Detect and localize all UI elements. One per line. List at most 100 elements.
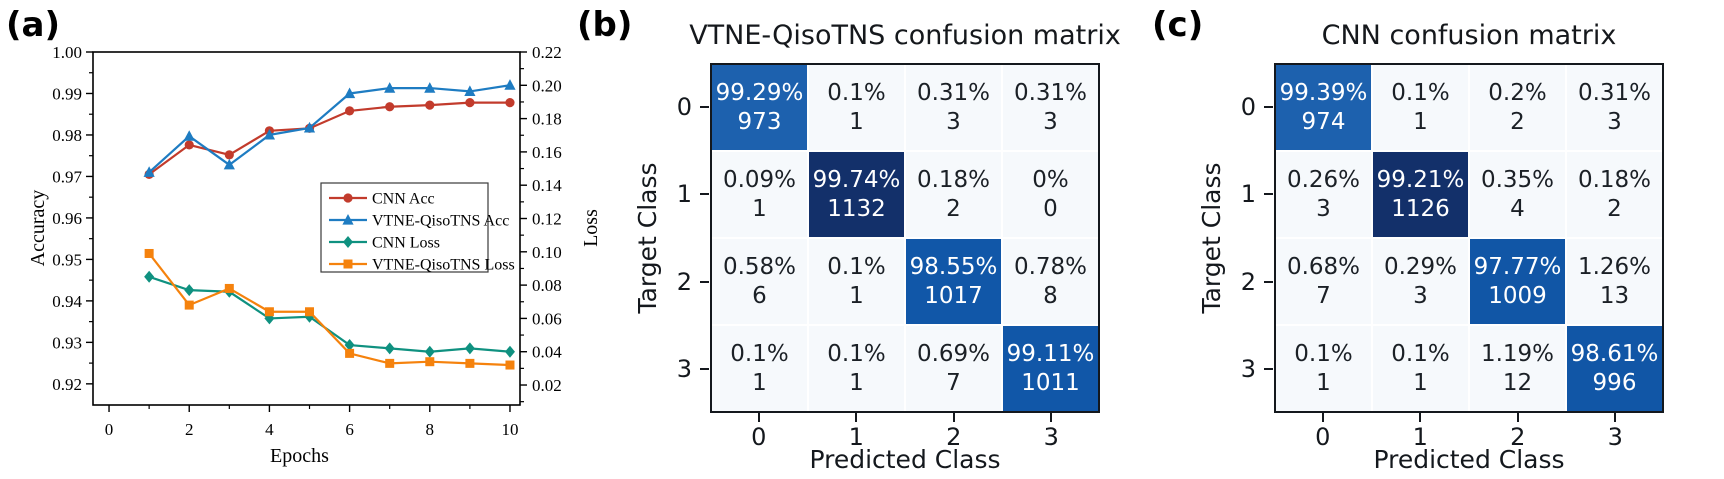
cell-count: 0 [1043,195,1058,222]
y-tick-mark [1264,105,1273,108]
cell-count: 996 [1592,369,1637,396]
y-tick-label: 3 [1240,355,1256,384]
svg-text:0.96: 0.96 [52,209,82,228]
cell-count: 1 [752,195,767,222]
matrix-cell: 0.69% 7 [906,326,1001,411]
cell-count: 4 [1510,195,1525,222]
y-tick-label: 2 [1240,267,1256,296]
cell-percent: 0.18% [1577,167,1652,194]
x-tick-mark [1516,413,1519,422]
cell-count: 12 [1502,369,1533,396]
cell-count: 7 [1316,282,1331,309]
matrix-cell: 0.78% 8 [1003,239,1098,324]
matrix-title-b: VTNE-QisoTNS confusion matrix [689,20,1121,51]
matrix-cell: 0.35% 4 [1470,152,1565,237]
y-tick-mark [700,368,709,371]
cell-percent: 0.2% [1488,80,1547,107]
svg-text:0.18: 0.18 [532,110,562,129]
cell-percent: 0% [1032,167,1069,194]
svg-text:0.02: 0.02 [532,376,562,395]
svg-text:0.16: 0.16 [532,143,562,162]
cell-count: 1 [849,108,864,135]
y-tick-mark [1264,368,1273,371]
cell-count: 6 [752,282,767,309]
cell-count: 8 [1043,282,1058,309]
matrix-cell: 0.58% 6 [712,239,807,324]
cell-percent: 1.26% [1577,254,1652,281]
matrix-cell: 0.09% 1 [712,152,807,237]
x-tick-mark [952,413,955,422]
plot-frame [92,51,521,406]
matrix-cell: 1.26% 13 [1567,239,1662,324]
x-tick-label: 3 [1043,423,1059,451]
x-tick-mark [757,413,760,422]
matrix-cell: 0.1% 1 [1373,65,1468,150]
x-tick-label: 2 [1510,423,1526,451]
cell-count: 13 [1599,282,1630,309]
y-tick-mark [700,280,709,283]
svg-text:0.08: 0.08 [532,276,562,295]
svg-text:0.93: 0.93 [52,333,82,352]
cell-count: 974 [1301,108,1346,135]
svg-text:0: 0 [105,420,114,439]
cell-percent: 97.77% [1473,254,1562,281]
cell-count: 1 [1413,369,1428,396]
cell-percent: 0.68% [1286,254,1361,281]
cell-percent: 0.1% [1391,341,1450,368]
cell-count: 2 [1607,195,1622,222]
matrix-cell: 1.19% 12 [1470,326,1565,411]
svg-text:0.14: 0.14 [532,176,562,195]
x-tick-mark [1419,413,1422,422]
matrix-cell: 0.18% 2 [906,152,1001,237]
svg-text:0.20: 0.20 [532,76,562,95]
matrix-cell: 0.1% 1 [809,326,904,411]
svg-text:2: 2 [185,420,194,439]
x-axis: 0 2 4 6 8 10 Epochs [105,405,518,467]
y-tick-mark [1264,280,1273,283]
cell-percent: 0.1% [1294,341,1353,368]
cell-percent: 0.1% [730,341,789,368]
accuracy-axis: 0.92 0.93 0.94 0.95 0.96 0.97 0.98 0.99 1.00 Accu… [27,43,93,394]
matrix-cell: 0.29% 3 [1373,239,1468,324]
cell-count: 3 [1316,195,1331,222]
legend: CNN Acc VTNE-QisoTNS Acc CNN Loss VTNE-Qiso… [320,182,515,274]
svg-text:1.00: 1.00 [52,43,82,62]
x-tick-label: 0 [1315,423,1331,451]
cell-percent: 99.21% [1376,167,1465,194]
svg-text:0.10: 0.10 [532,243,562,262]
matrix-cell: 0.1% 1 [712,326,807,411]
cell-count: 1 [1413,108,1428,135]
cell-count: 3 [1413,282,1428,309]
cell-count: 973 [737,108,782,135]
cell-percent: 0.31% [916,80,991,107]
x-tick-label: 2 [946,423,962,451]
cell-percent: 0.78% [1013,254,1088,281]
svg-text:0.22: 0.22 [532,43,562,62]
cell-count: 1 [752,369,767,396]
cell-percent: 0.31% [1577,80,1652,107]
cell-count: 1009 [1488,282,1547,309]
svg-text:6: 6 [345,420,354,439]
cell-percent: 98.55% [909,254,998,281]
cell-count: 3 [946,108,961,135]
cell-count: 1 [849,369,864,396]
matrix-cell: 0.2% 2 [1470,65,1565,150]
cell-count: 2 [946,195,961,222]
cell-percent: 0.1% [827,254,886,281]
panel-a-label: (a) [6,5,61,45]
loss-axis: 0.02 0.04 0.06 0.08 0.10 0.12 0.14 0.16 0.18 0.20… [520,43,602,403]
target-class-label-b: Target Class [633,162,662,314]
y-tick-label: 1 [1240,180,1256,209]
matrix-cell: 0.1% 1 [1276,326,1371,411]
matrix-cell: 0.26% 3 [1276,152,1371,237]
matrix-cell: 98.55% 1017 [906,239,1001,324]
x-tick-label: 3 [1607,423,1623,451]
cell-percent: 98.61% [1570,341,1659,368]
svg-text:4: 4 [265,420,274,439]
matrix-cell: 0.68% 7 [1276,239,1371,324]
series-vtne-qisotns-loss [144,248,515,370]
y-tick-label: 0 [1240,92,1256,121]
series-cnn-loss [144,270,515,358]
x-tick-mark [1050,413,1053,422]
svg-text:0.95: 0.95 [52,250,82,269]
